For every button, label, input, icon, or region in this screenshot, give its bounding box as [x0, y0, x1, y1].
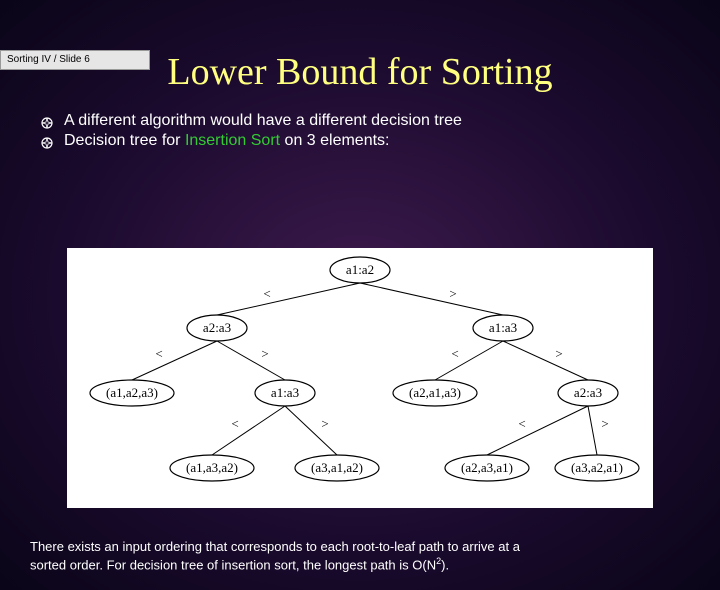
- svg-text:(a3,a2,a1): (a3,a2,a1): [571, 460, 623, 475]
- svg-text:a1:a3: a1:a3: [271, 385, 299, 400]
- footer-line2b: ).: [441, 557, 449, 572]
- svg-text:(a2,a3,a1): (a2,a3,a1): [461, 460, 513, 475]
- svg-text:a2:a3: a2:a3: [203, 320, 231, 335]
- footer-text: There exists an input ordering that corr…: [30, 539, 690, 574]
- svg-text:>: >: [321, 416, 328, 431]
- star-icon: [40, 116, 54, 130]
- svg-text:a1:a3: a1:a3: [489, 320, 517, 335]
- svg-text:<: <: [263, 286, 270, 301]
- svg-text:(a3,a1,a2): (a3,a1,a2): [311, 460, 363, 475]
- svg-text:>: >: [601, 416, 608, 431]
- svg-text:>: >: [449, 286, 456, 301]
- bullet-list: A different algorithm would have a diffe…: [40, 112, 680, 150]
- svg-text:(a1,a3,a2): (a1,a3,a2): [186, 460, 238, 475]
- bullet-1: A different algorithm would have a diffe…: [40, 112, 680, 130]
- svg-text:a2:a3: a2:a3: [574, 385, 602, 400]
- bullet-2: Decision tree for Insertion Sort on 3 el…: [40, 132, 680, 150]
- bullet-prefix: Decision tree for: [64, 132, 185, 149]
- footer-line1: There exists an input ordering that corr…: [30, 539, 520, 554]
- footer-line2a: sorted order. For decision tree of inser…: [30, 557, 436, 572]
- bullet-suffix: on 3 elements:: [280, 132, 389, 149]
- svg-text:>: >: [555, 346, 562, 361]
- svg-text:(a2,a1,a3): (a2,a1,a3): [409, 385, 461, 400]
- bullet-highlight: Insertion Sort: [185, 132, 280, 149]
- svg-text:<: <: [518, 416, 525, 431]
- svg-text:<: <: [155, 346, 162, 361]
- bullet-text: Decision tree for Insertion Sort on 3 el…: [64, 132, 390, 150]
- decision-tree-diagram: < > < > < > < > < > a1:a2 a2:a3 a1:a3 (a1,a2,a3) a1:a3…: [67, 248, 653, 508]
- slide-header: Sorting IV / Slide 6: [0, 50, 150, 70]
- svg-text:<: <: [231, 416, 238, 431]
- star-icon: [40, 136, 54, 150]
- svg-text:(a1,a2,a3): (a1,a2,a3): [106, 385, 158, 400]
- svg-text:>: >: [261, 346, 268, 361]
- svg-text:<: <: [451, 346, 458, 361]
- bullet-text: A different algorithm would have a diffe…: [64, 112, 462, 130]
- svg-text:a1:a2: a1:a2: [346, 262, 374, 277]
